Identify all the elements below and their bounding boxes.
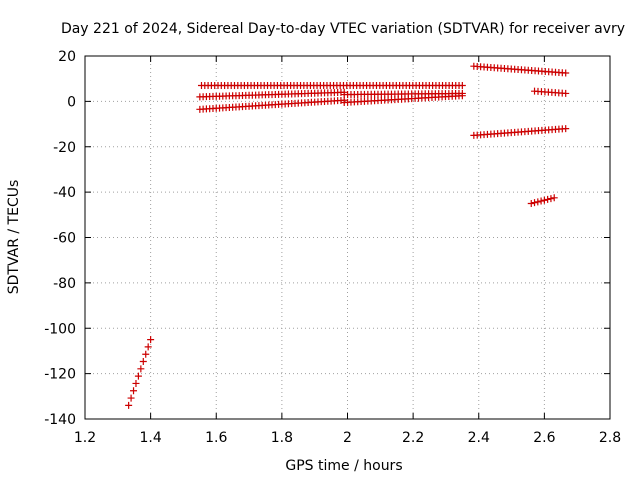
data-point xyxy=(458,92,466,100)
data-point xyxy=(147,336,155,344)
data-point xyxy=(550,194,558,202)
x-tick-label: 1.4 xyxy=(139,430,161,446)
data-point xyxy=(134,372,142,380)
y-tick-label: -60 xyxy=(53,231,76,247)
data-point xyxy=(562,69,570,77)
series-track-lower-2 xyxy=(340,92,466,107)
series-track-right-mid xyxy=(531,87,570,97)
chart-title: Day 221 of 2024, Sidereal Day-to-day VTE… xyxy=(61,21,625,37)
data-point xyxy=(534,198,542,206)
data-point xyxy=(544,195,552,203)
y-tick-label: 20 xyxy=(58,49,76,65)
series-track-middle-2 xyxy=(340,89,466,99)
data-point xyxy=(137,365,145,373)
data-point xyxy=(458,81,466,89)
data-point xyxy=(132,379,140,387)
x-tick-label: 1.8 xyxy=(271,430,293,446)
series-track-upper-1 xyxy=(197,81,466,89)
x-tick-label: 1.6 xyxy=(205,430,227,446)
data-points xyxy=(125,62,570,409)
y-tick-label: -100 xyxy=(44,321,76,337)
series-track-lower-1 xyxy=(196,96,348,113)
x-tick-label: 2.8 xyxy=(599,430,621,446)
x-tick-label: 2.4 xyxy=(468,430,490,446)
series-track-early-descending xyxy=(125,336,155,409)
data-point xyxy=(127,394,135,402)
data-point xyxy=(139,358,147,366)
series-track-right-low xyxy=(470,125,570,139)
data-point xyxy=(531,199,539,207)
x-tick-label: 2.2 xyxy=(402,430,424,446)
series-track-right-top xyxy=(470,62,570,77)
series-track-right-deep xyxy=(527,194,558,207)
data-point xyxy=(125,401,133,409)
axis-ticks: 1.2 1.4 1.6 1.8 2 2.2 2.4 2.6 2.8 20 0 -20 -40 -60 -80… xyxy=(44,49,621,446)
data-point xyxy=(142,350,150,358)
x-axis-label: GPS time / hours xyxy=(285,458,402,474)
y-tick-label: 0 xyxy=(67,94,76,110)
data-point xyxy=(547,195,555,203)
x-tick-label: 2.6 xyxy=(533,430,555,446)
y-tick-label: -40 xyxy=(53,185,76,201)
data-point xyxy=(527,199,535,207)
data-point xyxy=(562,125,570,133)
y-axis-label: SDTVAR / TECUs xyxy=(6,180,22,295)
grid-lines xyxy=(85,56,610,419)
data-point xyxy=(540,196,548,204)
series-track-middle-1 xyxy=(196,88,348,101)
data-point xyxy=(562,89,570,97)
y-tick-label: -80 xyxy=(53,276,76,292)
x-tick-label: 2 xyxy=(343,430,352,446)
y-tick-label: -140 xyxy=(44,412,76,428)
x-tick-label: 1.2 xyxy=(74,430,96,446)
y-tick-label: -120 xyxy=(44,367,76,383)
data-point xyxy=(537,197,545,205)
data-point xyxy=(144,343,152,351)
y-tick-label: -20 xyxy=(53,140,76,156)
data-point xyxy=(130,387,138,395)
